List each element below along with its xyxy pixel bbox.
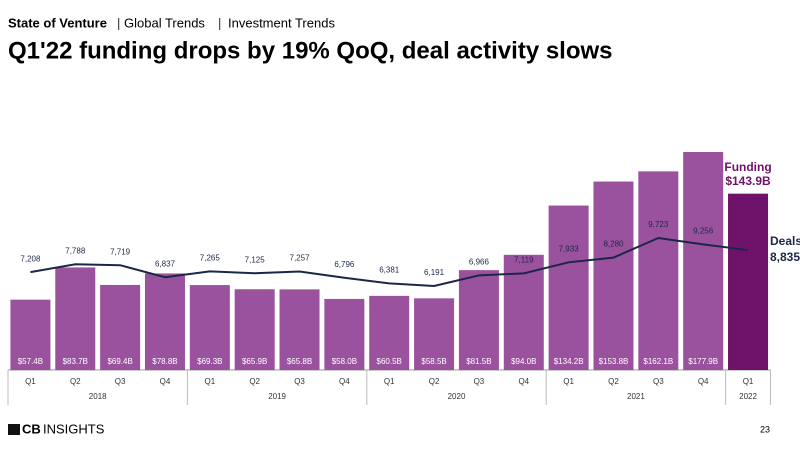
bar xyxy=(683,152,724,370)
x-tick-label: Q2 xyxy=(429,377,440,386)
bar xyxy=(144,273,185,370)
line-value-label: 7,788 xyxy=(65,246,86,255)
x-tick-label: Q2 xyxy=(70,377,81,386)
line-value-label: 7,125 xyxy=(245,255,266,264)
bar xyxy=(279,289,320,370)
bar-value-label: $94.0B xyxy=(511,357,536,366)
bar xyxy=(10,299,51,370)
topic: Investment Trends xyxy=(228,15,335,30)
bar xyxy=(100,284,141,370)
line-value-label: 9,256 xyxy=(693,226,714,235)
bar-value-label: $177.9B xyxy=(688,357,718,366)
group-label: 2021 xyxy=(627,392,645,401)
x-tick-label: Q3 xyxy=(474,377,485,386)
group-label: 2020 xyxy=(448,392,466,401)
bar xyxy=(548,205,589,370)
bar-value-label: $69.4B xyxy=(107,357,132,366)
chart-title: Q1'22 funding drops by 19% QoQ, deal act… xyxy=(8,37,613,64)
line-value-label: 8,280 xyxy=(603,240,624,249)
line-value-label: 9,723 xyxy=(648,220,669,229)
group-label: 2018 xyxy=(89,392,107,401)
separator: | xyxy=(218,15,221,30)
x-tick-label: Q2 xyxy=(608,377,619,386)
section: State of Venture xyxy=(8,15,107,30)
bar xyxy=(638,171,679,370)
bar-value-label: $134.2B xyxy=(554,357,584,366)
bar xyxy=(414,298,455,370)
x-tick-label: Q3 xyxy=(653,377,664,386)
bar-value-label: $162.1B xyxy=(643,357,673,366)
group-label: 2022 xyxy=(739,392,757,401)
x-tick-label: Q1 xyxy=(384,377,395,386)
line-value-label: 7,119 xyxy=(514,255,534,264)
x-tick-label: Q3 xyxy=(294,377,305,386)
bar xyxy=(728,193,769,370)
bar xyxy=(234,289,275,370)
bar xyxy=(369,295,410,370)
bar xyxy=(503,254,544,370)
line-value-label: 6,966 xyxy=(469,258,490,267)
logo-icon xyxy=(8,424,20,435)
x-tick-label: Q1 xyxy=(25,377,36,386)
x-tick-label: Q2 xyxy=(249,377,260,386)
logo-bold: CB xyxy=(22,421,41,436)
bar-value-label: $153.8B xyxy=(599,357,629,366)
line-value-label: 7,208 xyxy=(20,254,41,263)
bar-value-label: $65.8B xyxy=(287,357,312,366)
x-tick-label: Q4 xyxy=(339,377,350,386)
bar-value-label: $60.5B xyxy=(377,357,402,366)
x-tick-label: Q1 xyxy=(204,377,215,386)
line-value-label: 7,719 xyxy=(110,247,131,256)
bar-value-label: $81.5B xyxy=(466,357,491,366)
bar-value-label: $143.9B xyxy=(725,174,771,188)
line xyxy=(30,236,749,287)
line-value-label: 6,837 xyxy=(155,259,176,268)
bar-value-label: $58.0B xyxy=(332,357,357,366)
bar-value-label: $78.8B xyxy=(152,357,177,366)
line-value-label: 6,381 xyxy=(379,265,400,274)
series-label: Funding xyxy=(724,160,771,174)
bar xyxy=(458,270,499,370)
line-value-label: 7,265 xyxy=(200,253,221,262)
line-value-label: 7,257 xyxy=(290,254,311,263)
x-tick-label: Q1 xyxy=(563,377,574,386)
x-tick-label: Q4 xyxy=(698,377,709,386)
subsection: Global Trends xyxy=(124,15,205,30)
line-value-label: 6,191 xyxy=(424,268,445,277)
bar-value-label: $83.7B xyxy=(63,357,88,366)
bar xyxy=(55,267,96,370)
bar-value-label: $57.4B xyxy=(18,357,43,366)
bar xyxy=(593,181,634,370)
page-number: 23 xyxy=(760,424,770,434)
separator: | xyxy=(117,15,120,30)
bar-value-label: $65.9B xyxy=(242,357,267,366)
line-value-label: 8,835 xyxy=(770,250,800,264)
group-label: 2019 xyxy=(268,392,286,401)
x-tick-label: Q4 xyxy=(160,377,171,386)
x-tick-label: Q3 xyxy=(115,377,126,386)
line-value-label: 6,796 xyxy=(334,260,355,269)
logo-text: INSIGHTS xyxy=(43,421,105,436)
bar xyxy=(189,285,230,370)
x-tick-label: Q4 xyxy=(518,377,529,386)
series-label: Deals xyxy=(770,234,800,248)
x-tick-label: Q1 xyxy=(743,377,754,386)
bar-value-label: $58.5B xyxy=(421,357,446,366)
bar xyxy=(324,298,365,370)
bar-value-label: $69.3B xyxy=(197,357,222,366)
line-value-label: 7,933 xyxy=(559,244,580,253)
